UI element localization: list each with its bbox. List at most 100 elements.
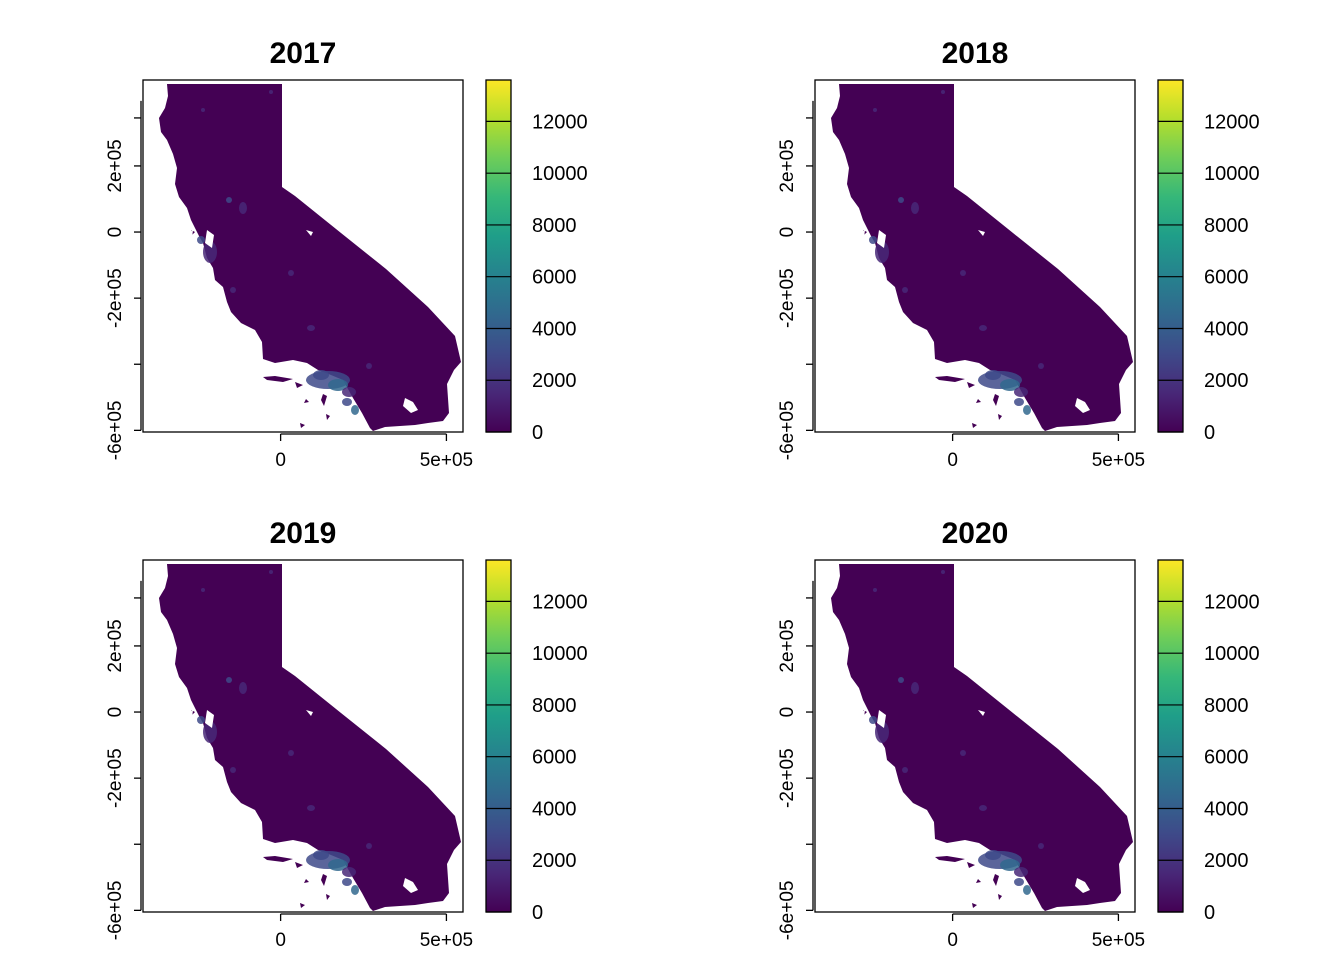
bay [877,710,886,728]
panel-2017: 2017 0 5e+05 2e+05 0 -2e+05 -6e+05 0 2000 4000… [105,37,588,471]
map-hole [978,230,985,236]
island [295,862,303,868]
island [304,879,309,883]
island [935,856,965,862]
map-hole [306,230,313,236]
colorbar-tick-label: 4000 [1204,318,1249,340]
colorbar-tick-label: 8000 [532,695,577,717]
colorbar-tick-label: 2000 [1204,850,1249,872]
y-tick-label: 2e+05 [105,139,126,192]
urban-hotspot [342,878,352,886]
urban-hotspot [1023,405,1031,415]
urban-hotspot [960,270,966,276]
urban-hotspot [313,850,329,860]
urban-hotspot [875,241,889,263]
y-tick-label: 0 [777,227,798,238]
island [935,376,965,382]
colorbar-gradient [1157,79,1184,433]
island [976,399,981,403]
island [993,394,999,406]
panel-2018: 2018 0 5e+05 2e+05 0 -2e+05 -6e+05 0 2000 4000… [777,37,1260,471]
map-frame [142,559,464,913]
colorbar-tick-label: 6000 [1204,267,1249,289]
bay [860,710,865,718]
urban-hotspot [1014,878,1024,886]
bay [205,230,214,248]
island [326,894,330,900]
state-shape [831,564,1133,911]
colorbar-tick-label: 12000 [532,591,588,613]
urban-hotspot [941,570,945,574]
map-hole [1075,878,1090,893]
urban-hotspot [902,287,908,293]
urban-hotspot [328,859,348,871]
urban-hotspot [960,750,966,756]
california-raster [831,84,1133,431]
urban-hotspot [230,767,236,773]
urban-hotspot [288,750,294,756]
urban-hotspot [869,236,877,244]
colorbar-tick-label: 6000 [532,267,577,289]
urban-hotspot [313,370,329,380]
y-tick-label: -2e+05 [105,268,126,328]
y-tick-label: -2e+05 [777,748,798,808]
urban-hotspot [201,588,205,592]
urban-hotspot [985,370,1001,380]
urban-hotspot [941,90,945,94]
x-tick-label: 5e+05 [1092,450,1145,471]
y-tick-label: 2e+05 [777,619,798,672]
island [998,894,1002,900]
colorbar: 0 2000 4000 6000 8000 10000 12000 [485,559,588,924]
urban-hotspot [230,287,236,293]
urban-hotspot [873,108,877,112]
island [295,382,303,388]
state-shape [159,564,461,911]
urban-hotspot [985,850,1001,860]
urban-hotspot [307,805,315,811]
island [321,394,327,406]
colorbar: 0 2000 4000 6000 8000 10000 12000 [1157,559,1260,924]
colorbar-tick-label: 10000 [1204,163,1260,185]
bay [205,710,214,728]
map-hole [306,710,313,716]
y-axis: 2e+05 0 -2e+05 -6e+05 [777,580,814,940]
urban-hotspot [1000,859,1020,871]
x-tick-label: 0 [275,930,286,951]
panel-title: 2017 [270,37,337,70]
colorbar-tick-label: 10000 [532,643,588,665]
colorbar-tick-label: 6000 [532,747,577,769]
urban-hotspot [288,270,294,276]
urban-hotspot [1014,867,1028,877]
island [326,414,330,420]
panel-2019: 2019 0 5e+05 2e+05 0 -2e+05 -6e+05 0 2000 4000… [105,517,588,951]
y-tick-label: 2e+05 [777,139,798,192]
colorbar-tick-label: 6000 [1204,747,1249,769]
island [300,903,305,908]
urban-hotspot [239,682,247,694]
y-axis: 2e+05 0 -2e+05 -6e+05 [777,100,814,460]
colorbar-gradient [485,559,512,913]
urban-hotspot [197,236,205,244]
colorbar-tick-label: 12000 [532,111,588,133]
x-tick-label: 5e+05 [1092,930,1145,951]
state-shape [159,84,461,431]
colorbar-tick-label: 0 [532,902,543,924]
x-tick-label: 0 [947,930,958,951]
urban-hotspot [869,716,877,724]
x-tick-label: 5e+05 [420,930,473,951]
bay [188,230,193,238]
urban-hotspot [873,588,877,592]
island [304,399,309,403]
map-hole [403,878,418,893]
colorbar-tick-label: 2000 [532,850,577,872]
map-hole [403,398,418,413]
urban-hotspot [1038,363,1044,369]
colorbar-tick-label: 0 [532,422,543,444]
bay [860,230,865,238]
island [993,874,999,886]
urban-hotspot [351,885,359,895]
colorbar: 0 2000 4000 6000 8000 10000 12000 [1157,79,1260,444]
colorbar-tick-label: 4000 [532,318,577,340]
y-tick-label: 2e+05 [105,619,126,672]
